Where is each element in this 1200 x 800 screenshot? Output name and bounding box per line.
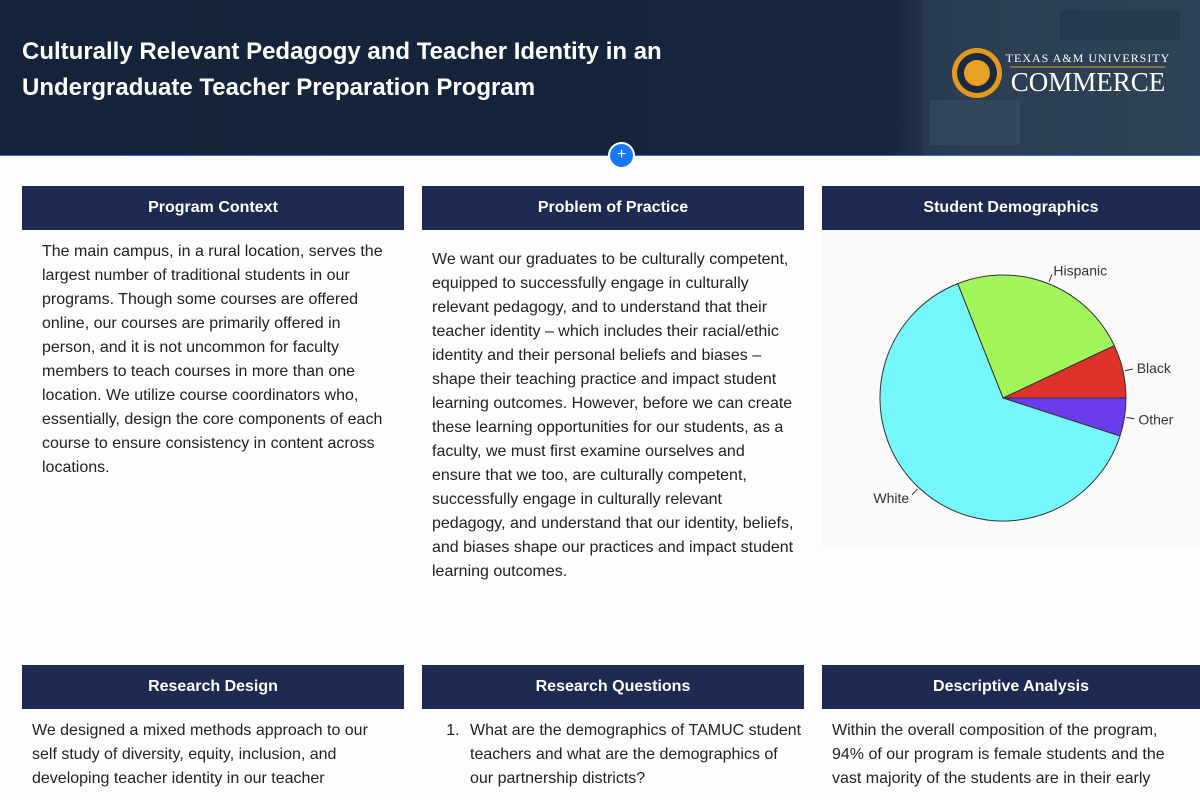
logo-top-text: TEXAS A&M UNIVERSITY	[1006, 51, 1171, 65]
panel-heading: Descriptive Analysis	[822, 665, 1200, 709]
poster-title: Undergraduate Teacher Preparation Progra…	[22, 74, 536, 101]
panel-text: We designed a mixed methods approach to …	[32, 722, 368, 787]
slice-label: Other	[1138, 411, 1173, 427]
pie-slice	[879, 282, 1121, 522]
panel: Descriptive Analysis Within the overall …	[822, 665, 1200, 800]
slice-label: White	[873, 490, 909, 506]
logo-lion	[964, 60, 990, 86]
panel-heading: Student Demographics	[822, 186, 1200, 230]
panel-heading: Problem of Practice	[422, 186, 804, 230]
panel-heading: Research Questions	[422, 665, 804, 709]
header-graphics: TEXAS A&M UNIVERSITY COMMERCE	[922, 0, 1200, 155]
leader-line	[1126, 417, 1135, 420]
question-list: What are the demographics of TAMUC stude…	[422, 719, 804, 791]
panel-text: We want our graduates to be culturally c…	[432, 251, 794, 580]
building-shape	[930, 100, 1020, 145]
slice-label: Hispanic	[1053, 263, 1107, 279]
question-item: What are the demographics of TAMUC stude…	[464, 719, 804, 791]
panel-list: What are the demographics of TAMUC stude…	[422, 709, 804, 791]
building-shape	[1060, 10, 1180, 40]
slice-label: Black	[1137, 360, 1172, 376]
header-banner: TEXAS A&M UNIVERSITY COMMERCE Culturally…	[0, 0, 1200, 156]
panel: Research Design We designed a mixed meth…	[22, 665, 404, 800]
pie-slice	[957, 274, 1115, 399]
panel: Student Demographics Other Black Hispanic W…	[822, 186, 1200, 556]
leader-line	[911, 488, 918, 496]
panel: Research Questions What are the demograp…	[422, 665, 804, 800]
panel-text: The main campus, in a rural location, se…	[42, 243, 383, 476]
panel: Problem of Practice We want our graduate…	[422, 186, 804, 626]
leader-line	[1124, 368, 1133, 372]
pie-chart: Other Black Hispanic White	[822, 230, 1200, 550]
panel: Program Context The main campus, in a ru…	[22, 186, 404, 626]
panel-heading: Research Design	[22, 665, 404, 709]
poster-title: Culturally Relevant Pedagogy and Teacher…	[22, 38, 662, 65]
add-button[interactable]: +	[608, 142, 635, 169]
panel-text: Within the overall composition of the pr…	[832, 722, 1165, 787]
panel-heading: Program Context	[22, 186, 404, 230]
logo-bottom-text: COMMERCE	[1011, 67, 1166, 97]
leader-line	[1048, 274, 1053, 282]
